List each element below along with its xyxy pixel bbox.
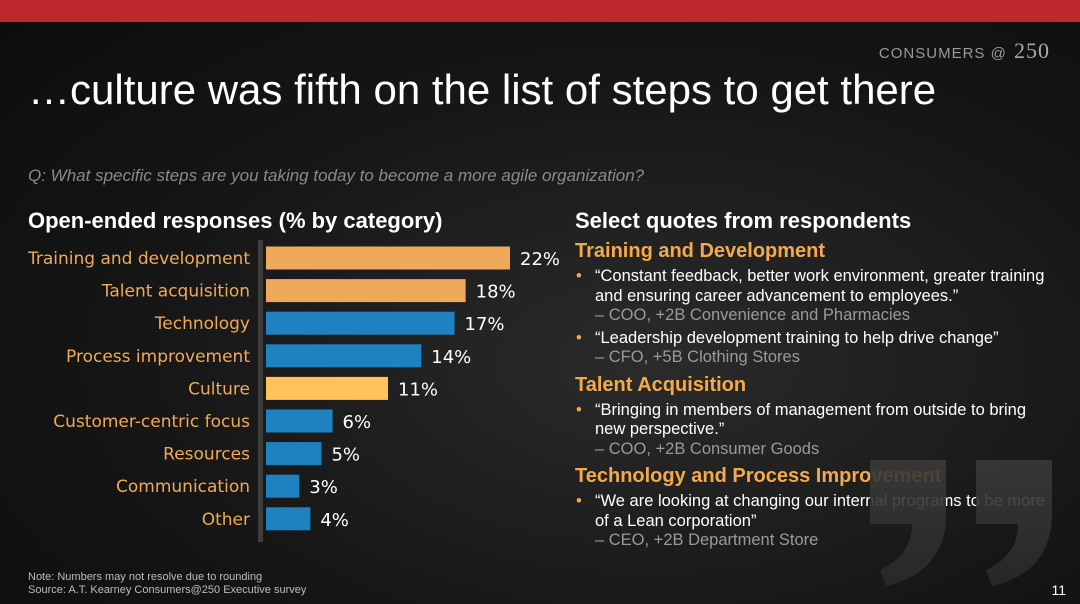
category-label: Training and development	[27, 249, 250, 269]
bullet-icon: •	[576, 328, 582, 347]
closing-quote-icon	[870, 460, 1052, 586]
brand-at: @	[990, 45, 1007, 62]
footnote: Note: Numbers may not resolve due to rou…	[28, 571, 306, 597]
responses-bar-chart: Training and development 22% Talent acquis…	[27, 240, 560, 542]
value-label: 17%	[465, 314, 505, 335]
bar	[266, 474, 300, 498]
value-label: 5%	[331, 445, 360, 466]
quote-attribution: – CEO, +2B Department Store	[595, 531, 819, 549]
bar	[266, 246, 510, 270]
brand-logo: CONSUMERS @ 250	[879, 38, 1050, 64]
quote-attribution: – CFO, +5B Clothing Stores	[595, 348, 800, 366]
quote-item: • “Constant feedback, better work environ…	[575, 267, 1055, 326]
quote-item: • “Leadership development training to hel…	[575, 329, 1055, 368]
value-label: 11%	[398, 379, 438, 400]
bar	[266, 507, 311, 531]
quotes-section-title: Select quotes from respondents	[575, 208, 912, 233]
bar	[266, 442, 322, 466]
category-label: Communication	[116, 477, 250, 497]
value-label: 6%	[343, 412, 372, 433]
brand-text: CONSUMERS	[878, 45, 986, 62]
quote-text: “Leadership development training to help…	[595, 328, 999, 347]
bar	[266, 279, 466, 303]
value-label: 18%	[476, 282, 516, 303]
value-label: 22%	[520, 249, 560, 270]
footnote-source: Source: A.T. Kearney Consumers@250 Execu…	[28, 584, 307, 596]
quote-text: “Constant feedback, better work environm…	[595, 267, 1045, 305]
top-accent-bar	[0, 0, 1080, 22]
page-number: 11	[1051, 582, 1066, 598]
quotes-panel: Training and Development • “Constant feedb…	[575, 240, 1055, 557]
page-title: …culture was fifth on the list of steps …	[28, 66, 937, 113]
category-label: Process improvement	[66, 347, 250, 367]
category-label: Other	[202, 510, 250, 530]
category-label: Talent acquisition	[101, 282, 250, 302]
bar	[266, 409, 333, 433]
category-label: Culture	[188, 379, 250, 399]
brand-number: 250	[1014, 38, 1050, 63]
quote-category: Talent Acquisition	[575, 373, 747, 396]
bar	[266, 376, 388, 400]
category-label: Customer-centric focus	[53, 412, 250, 432]
chart-axis	[258, 240, 263, 542]
quote-text: “Bringing in members of management from …	[595, 400, 1027, 439]
footnote-note: Note: Numbers may not resolve due to rou…	[28, 571, 263, 583]
value-label: 3%	[309, 477, 338, 498]
category-label: Technology	[154, 314, 250, 334]
quote-attribution: – COO, +2B Convenience and Pharmacies	[595, 306, 911, 324]
quote-category: Training and Development	[575, 240, 826, 262]
value-label: 14%	[431, 347, 471, 368]
bar	[266, 311, 455, 335]
quote-group: Talent Acquisition • “Bringing in members …	[575, 374, 1055, 460]
quote-item: • “Bringing in members of management from…	[575, 401, 1055, 460]
bullet-icon: •	[576, 267, 582, 285]
quote-group: Training and Development • “Constant feedb…	[575, 240, 1055, 368]
category-label: Resources	[163, 445, 250, 465]
value-label: 4%	[320, 510, 349, 531]
bullet-icon: •	[576, 492, 582, 510]
survey-question: Q: What specific steps are you taking to…	[28, 166, 645, 185]
quote-category: Technology and Process Improvement	[575, 465, 942, 487]
quote-attribution: – COO, +2B Consumer Goods	[595, 439, 820, 458]
chart-section-title: Open-ended responses (% by category)	[28, 208, 443, 233]
bullet-icon: •	[576, 400, 582, 419]
bar	[266, 344, 422, 368]
